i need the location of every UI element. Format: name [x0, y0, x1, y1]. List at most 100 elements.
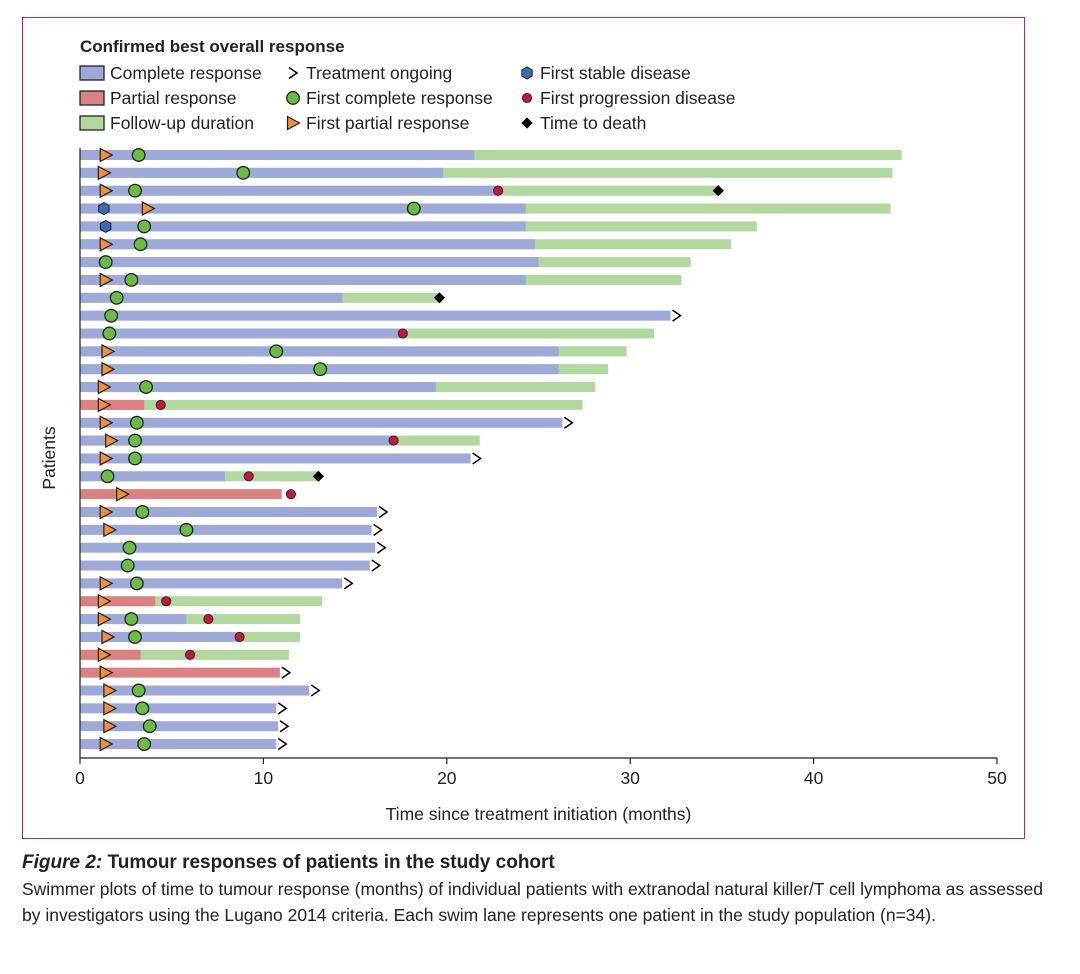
- y-axis-label: Patients: [39, 426, 59, 489]
- complete-response-bar: [80, 310, 671, 321]
- first-partial-response-marker: [101, 629, 116, 645]
- follow-up-bar: [80, 150, 902, 160]
- legend-item-pr: Partial response: [79, 88, 236, 108]
- legend-item-death: Time to death: [521, 113, 646, 133]
- first-partial-response-marker: [99, 415, 114, 431]
- first-partial-response-marker: [103, 522, 118, 538]
- patient-lane-21: [80, 504, 389, 520]
- legend-swatch-cr: [79, 65, 105, 81]
- complete-response-bar: [80, 507, 378, 517]
- complete-response-bar: [80, 685, 310, 696]
- figure-frame: Confirmed best overall response Complete…: [22, 17, 1025, 839]
- legend-label-death: Time to death: [540, 113, 646, 133]
- complete-response-bar: [80, 292, 343, 303]
- complete-response-bar: [80, 185, 499, 196]
- legend-item-fu: Follow-up duration: [79, 113, 254, 133]
- legend-label-fsd: First stable disease: [540, 63, 691, 83]
- first-complete-response-marker: [102, 326, 117, 341]
- first-complete-response-marker: [236, 165, 251, 180]
- x-tick-label: 30: [620, 768, 640, 788]
- treatment-ongoing-marker: [373, 523, 383, 536]
- patient-lane-30: [80, 665, 292, 681]
- legend-label-fcr: First complete response: [306, 88, 493, 108]
- first-stable-disease-marker: [98, 201, 110, 216]
- patient-lane-13: [80, 361, 609, 377]
- first-complete-response-marker: [129, 576, 144, 591]
- first-partial-response-marker: [97, 611, 112, 627]
- legend-chevron-icon: [288, 66, 299, 80]
- caption-heading: Tumour responses of patients in the stud…: [107, 852, 555, 873]
- first-complete-response-marker: [124, 273, 139, 287]
- first-complete-response-marker: [124, 612, 139, 627]
- legend-circle-icon: [286, 91, 300, 105]
- legend-label-pr: Partial response: [110, 88, 236, 108]
- first-complete-response-marker: [313, 362, 328, 377]
- x-tick-label: 0: [75, 768, 85, 788]
- patient-lane-3: [80, 183, 724, 199]
- first-complete-response-marker: [122, 540, 137, 555]
- complete-response-bar: [80, 560, 370, 571]
- first-partial-response-marker: [103, 718, 118, 734]
- first-complete-response-marker: [135, 505, 150, 519]
- patient-lane-15: [80, 397, 583, 413]
- complete-response-bar: [80, 703, 277, 714]
- treatment-ongoing-marker: [563, 416, 574, 429]
- complete-response-bar: [80, 328, 403, 339]
- first-partial-response-marker: [97, 379, 112, 395]
- treatment-ongoing-marker: [279, 720, 290, 733]
- first-partial-response-marker: [101, 361, 116, 377]
- complete-response-bar: [80, 203, 526, 214]
- treatment-ongoing-marker: [371, 559, 382, 572]
- complete-response-bar: [80, 239, 535, 250]
- patient-lane-17: [80, 433, 480, 449]
- legend-item-fpr: First partial response: [286, 113, 469, 133]
- complete-response-bar: [80, 524, 372, 535]
- legend-diamond-icon: [521, 117, 533, 129]
- patient-lane-33: [80, 718, 290, 734]
- first-complete-response-marker: [406, 201, 421, 216]
- first-partial-response-marker: [105, 433, 119, 449]
- follow-up-bar: [80, 649, 290, 660]
- patient-lane-7: [80, 255, 691, 270]
- patient-lane-27: [80, 611, 301, 627]
- first-complete-response-marker: [129, 415, 144, 430]
- caption-label: Figure 2:: [22, 852, 103, 873]
- first-complete-response-marker: [131, 683, 146, 698]
- figure-caption: Figure 2: Tumour responses of patients i…: [22, 852, 1062, 928]
- first-complete-response-marker: [128, 183, 142, 198]
- treatment-ongoing-marker: [378, 505, 389, 519]
- first-partial-response-marker: [116, 486, 130, 502]
- patient-lane-28: [80, 629, 301, 645]
- treatment-ongoing-marker: [343, 577, 354, 590]
- partial-response-bar: [80, 399, 145, 410]
- patient-lane-6: [80, 236, 732, 252]
- first-complete-response-marker: [135, 701, 150, 716]
- first-complete-response-marker: [104, 308, 119, 323]
- first-progression-marker: [203, 614, 214, 625]
- first-partial-response-marker: [99, 272, 114, 288]
- patient-lane-5: [80, 219, 757, 234]
- legend-item-fsd: First stable disease: [521, 63, 691, 83]
- first-partial-response-marker: [141, 201, 156, 217]
- first-partial-response-marker: [97, 593, 112, 609]
- first-partial-response-marker: [103, 700, 118, 716]
- x-tick-label: 10: [254, 768, 274, 788]
- first-complete-response-marker: [98, 255, 113, 270]
- first-complete-response-marker: [128, 451, 142, 466]
- time-to-death-marker: [433, 292, 446, 304]
- first-complete-response-marker: [133, 237, 148, 252]
- patient-lane-31: [80, 682, 321, 699]
- first-partial-response-marker: [97, 397, 112, 413]
- legend-label-fpd: First progression disease: [540, 88, 736, 108]
- follow-up-bar: [80, 614, 301, 625]
- complete-response-bar: [80, 167, 444, 178]
- patient-lane-34: [80, 736, 288, 752]
- patient-lane-11: [80, 326, 655, 341]
- first-complete-response-marker: [269, 344, 284, 359]
- first-partial-response-marker: [97, 165, 112, 181]
- first-partial-response-marker: [101, 343, 116, 359]
- patient-lane-25: [80, 575, 354, 591]
- legend-label-fpr: First partial response: [306, 113, 469, 133]
- complete-response-bar: [80, 417, 563, 428]
- caption-title: Figure 2: Tumour responses of patients i…: [22, 852, 1062, 874]
